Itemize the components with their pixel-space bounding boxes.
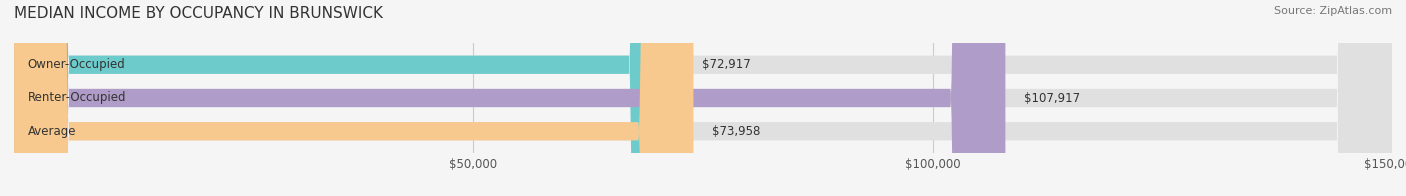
Text: MEDIAN INCOME BY OCCUPANCY IN BRUNSWICK: MEDIAN INCOME BY OCCUPANCY IN BRUNSWICK [14, 6, 382, 21]
Text: Source: ZipAtlas.com: Source: ZipAtlas.com [1274, 6, 1392, 16]
Text: $107,917: $107,917 [1024, 92, 1080, 104]
FancyBboxPatch shape [14, 0, 693, 196]
Text: Average: Average [28, 125, 76, 138]
FancyBboxPatch shape [14, 0, 1392, 196]
FancyBboxPatch shape [14, 0, 1392, 196]
FancyBboxPatch shape [14, 0, 1005, 196]
Text: Owner-Occupied: Owner-Occupied [28, 58, 125, 71]
Text: Renter-Occupied: Renter-Occupied [28, 92, 127, 104]
Text: $72,917: $72,917 [702, 58, 751, 71]
FancyBboxPatch shape [14, 0, 683, 196]
FancyBboxPatch shape [14, 0, 1392, 196]
Text: $73,958: $73,958 [711, 125, 761, 138]
